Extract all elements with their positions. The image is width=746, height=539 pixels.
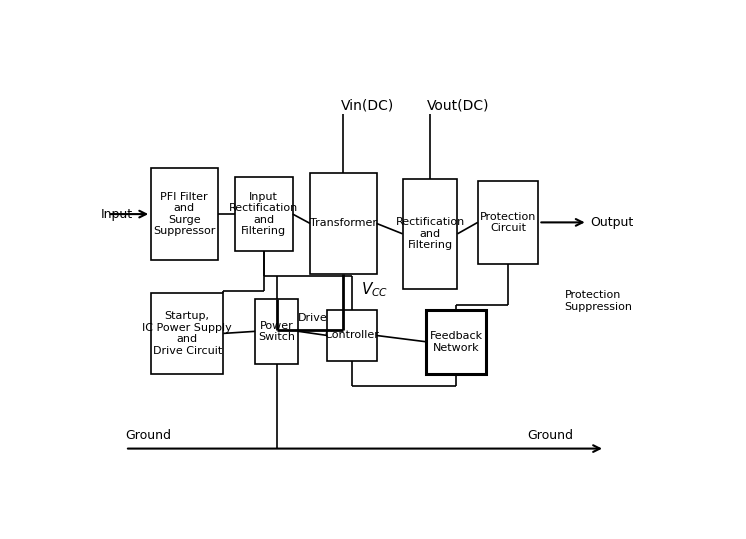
Bar xyxy=(327,309,377,362)
Bar xyxy=(403,179,457,289)
Text: Transformer: Transformer xyxy=(310,218,377,229)
Text: $V_{CC}$: $V_{CC}$ xyxy=(360,280,388,299)
Bar xyxy=(255,299,298,363)
Text: Rectification
and
Filtering: Rectification and Filtering xyxy=(395,217,465,251)
Text: Startup,
IC Power Supply
and
Drive Circuit: Startup, IC Power Supply and Drive Circu… xyxy=(142,311,232,356)
Text: Input: Input xyxy=(101,208,133,220)
Text: Ground: Ground xyxy=(125,430,171,443)
Text: Output: Output xyxy=(591,216,633,229)
Text: Power
Switch: Power Switch xyxy=(258,321,295,342)
Text: Protection
Circuit: Protection Circuit xyxy=(480,212,536,233)
Text: Feedback
Network: Feedback Network xyxy=(430,331,483,353)
Text: Protection
Suppression: Protection Suppression xyxy=(565,291,633,312)
Bar xyxy=(151,168,218,260)
Text: Ground: Ground xyxy=(527,430,573,443)
Bar xyxy=(310,172,377,274)
Bar xyxy=(426,309,486,374)
Bar xyxy=(151,293,223,374)
Text: Drive: Drive xyxy=(298,313,327,323)
Text: Vout(DC): Vout(DC) xyxy=(427,99,489,113)
Text: Input
Rectification
and
Filtering: Input Rectification and Filtering xyxy=(229,192,298,237)
Text: PFI Filter
and
Surge
Suppressor: PFI Filter and Surge Suppressor xyxy=(153,192,216,237)
Bar xyxy=(235,177,292,251)
Bar xyxy=(477,181,539,264)
Text: Controller: Controller xyxy=(325,330,380,341)
Text: Vin(DC): Vin(DC) xyxy=(340,99,394,113)
